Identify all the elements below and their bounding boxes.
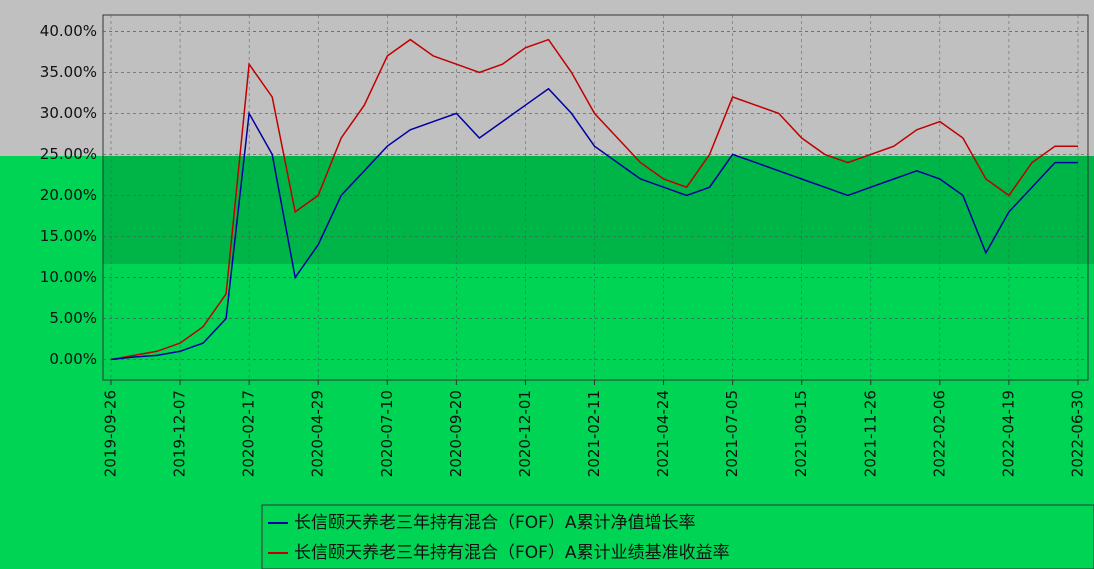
x-tick-label: 2020-09-20 [447, 390, 465, 477]
y-tick-label: 0.00% [49, 350, 97, 368]
legend-label: 长信颐天养老三年持有混合（FOF）A累计业绩基准收益率 [294, 543, 730, 563]
upper-background [0, 0, 1094, 156]
x-tick-label: 2020-12-01 [516, 390, 534, 477]
x-tick-label: 2021-02-11 [585, 390, 603, 477]
y-tick-label: 30.00% [40, 104, 97, 122]
x-tick-label: 2020-02-17 [240, 390, 258, 477]
x-tick-label: 2022-04-19 [999, 390, 1017, 477]
x-tick-label: 2020-07-10 [378, 390, 396, 477]
y-tick-label: 5.00% [49, 309, 97, 327]
y-tick-label: 35.00% [40, 63, 97, 81]
x-tick-label: 2020-04-29 [309, 390, 327, 477]
x-tick-label: 2021-07-05 [723, 390, 741, 477]
y-tick-label: 25.00% [40, 145, 97, 163]
legend-box [261, 504, 1094, 569]
x-tick-label: 2019-12-07 [171, 390, 189, 477]
x-tick-label: 2021-04-24 [654, 390, 672, 477]
x-tick-label: 2021-09-15 [792, 390, 810, 477]
x-tick-label: 2022-02-06 [930, 390, 948, 477]
y-tick-label: 15.00% [40, 227, 97, 245]
legend-label: 长信颐天养老三年持有混合（FOF）A累计净值增长率 [294, 513, 696, 533]
band-decoration [103, 156, 1094, 264]
x-tick-label: 2021-11-26 [861, 390, 879, 477]
plot-frame [102, 14, 1089, 381]
y-tick-label: 20.00% [40, 186, 97, 204]
series-line [110, 87, 1078, 361]
y-tick-label: 40.00% [40, 22, 97, 40]
x-tick-label: 2019-09-26 [102, 390, 120, 477]
series-line [110, 38, 1078, 361]
legend: 长信颐天养老三年持有混合（FOF）A累计净值增长率 长信颐天养老三年持有混合（F… [268, 513, 730, 563]
x-tick-label: 2022-06-30 [1069, 390, 1087, 477]
y-tick-label: 10.00% [40, 268, 97, 286]
